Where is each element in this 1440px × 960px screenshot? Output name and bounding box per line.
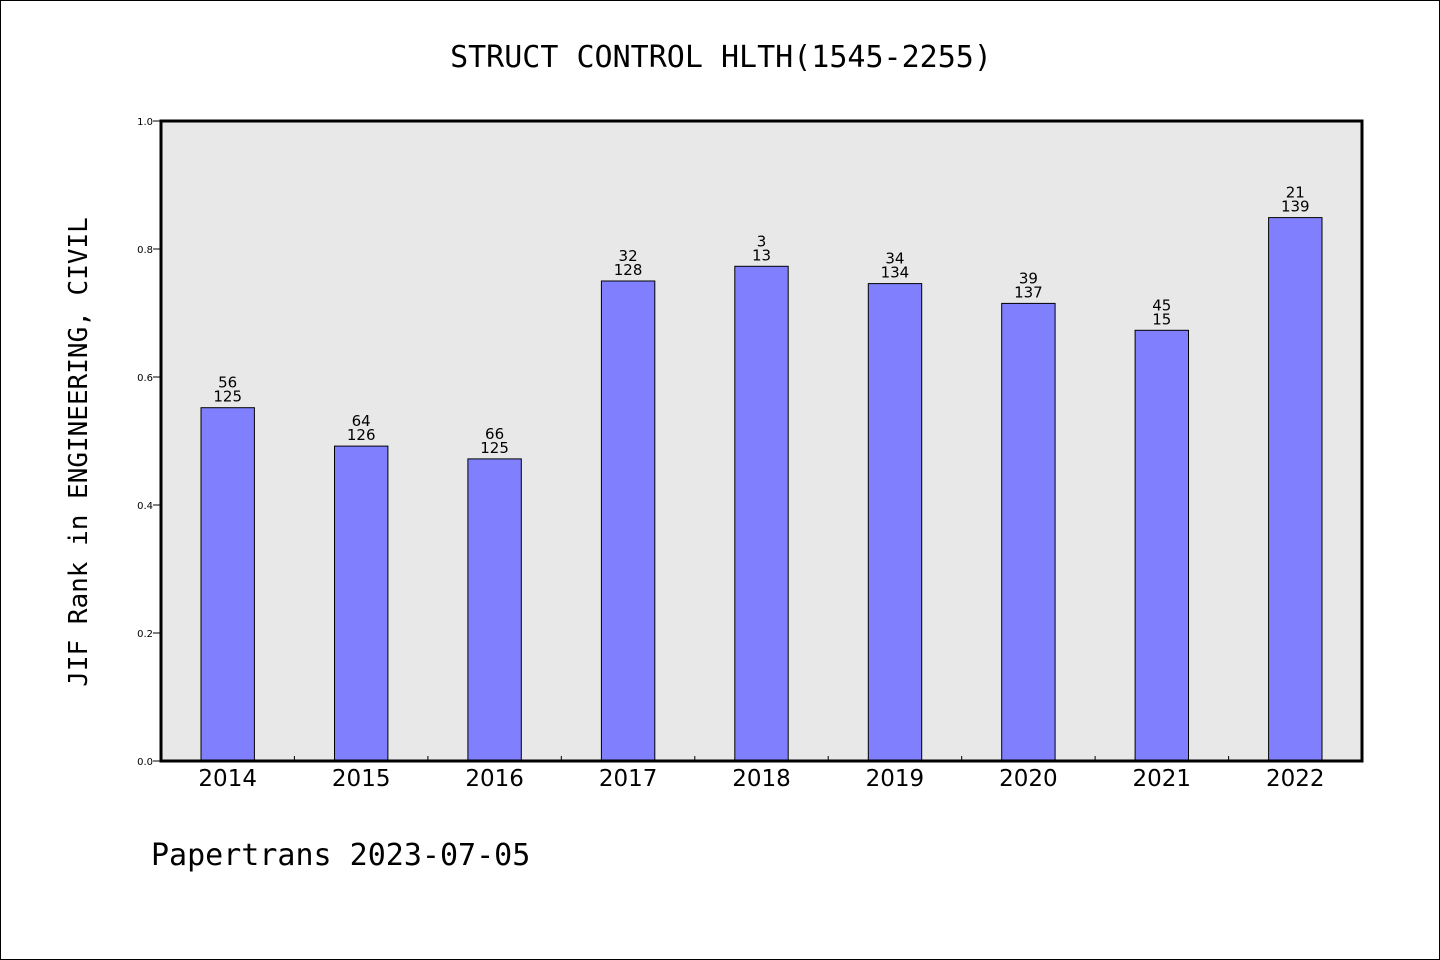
bar-total-label: 137 [1014,283,1043,301]
x-tick-label: 2017 [599,766,658,792]
y-tick-label: 0.8 [137,245,153,256]
bar-rank-label: 66 [485,425,504,443]
x-tick-label: 2022 [1266,766,1325,792]
bar-rank-label: 34 [885,250,904,268]
y-tick-label: 0.0 [137,757,153,768]
bar-rank-label: 39 [1019,269,1038,287]
bar-rank-label: 56 [218,374,237,392]
bar-total-label: 128 [614,261,643,279]
bar-rank-label: 21 [1286,184,1305,202]
bar-2021 [1134,329,1189,762]
plot-frame [159,119,1364,763]
bar-2017 [600,280,656,762]
x-axis-ticks: 2014 2015 2016 2017 2018 2019 2020 2021 2022 [198,756,1325,792]
x-tick-label: 2014 [198,766,257,792]
bar-total-label: 13 [752,246,771,264]
y-axis-ticks: 0.0 0.2 0.4 0.6 0.8 1.0 [137,117,161,768]
bar-2020 [1001,302,1056,762]
bars-group [200,217,1323,762]
bar-2015 [334,445,389,762]
y-axis-label: JIF Rank in ENGINEERING, CIVIL [64,217,94,687]
x-tick-label: 2020 [999,766,1058,792]
y-tick-label: 0.2 [137,629,153,640]
y-tick-label: 0.4 [137,501,153,512]
bar-total-label: 125 [213,388,242,406]
footer-credit: Papertrans 2023-07-05 [151,838,530,873]
bar-2016 [467,458,522,762]
bar-rank-label: 32 [619,247,638,265]
bar-2019 [867,283,923,762]
x-tick-label: 2015 [332,766,391,792]
bar-total-label: 125 [480,439,509,457]
x-tick-label: 2019 [866,766,925,792]
x-tick-label: 2016 [465,766,524,792]
bar-rank-label: 3 [757,232,767,250]
bar-2014 [200,407,255,762]
bar-2022 [1268,217,1323,762]
bar-2018 [734,265,789,762]
y-tick-label: 1.0 [137,117,153,128]
chart-title: STRUCT CONTROL HLTH(1545-2255) [450,40,992,75]
bar-total-label: 126 [347,426,376,444]
bar-rank-label: 45 [1152,296,1171,314]
y-tick-label: 0.6 [137,373,153,384]
x-tick-label: 2018 [732,766,791,792]
bar-total-label: 15 [1152,310,1171,328]
bar-rank-label: 64 [352,412,371,430]
x-tick-label: 2021 [1133,766,1192,792]
bar-total-label: 139 [1281,198,1310,216]
bar-total-label: 134 [881,264,910,282]
